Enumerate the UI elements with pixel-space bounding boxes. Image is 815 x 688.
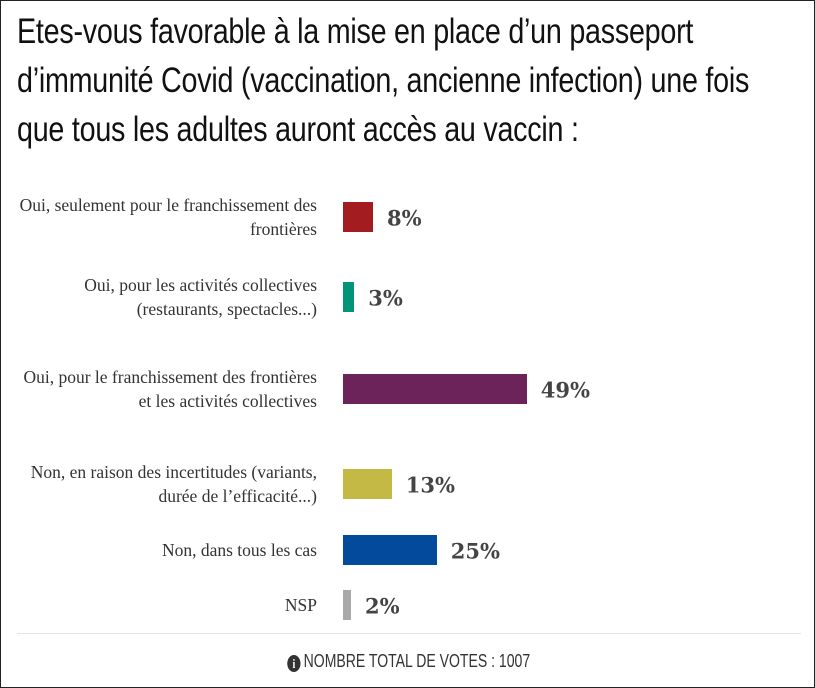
value-label: 8%: [387, 205, 422, 231]
info-icon: i: [287, 655, 301, 672]
divider: [17, 633, 801, 634]
total-votes: NOMBRE TOTAL DE VOTES : 1007: [303, 651, 530, 671]
bar: [343, 282, 355, 312]
value-label: 2%: [365, 593, 400, 619]
bar: [343, 535, 437, 565]
category-label: NSP: [284, 595, 317, 615]
category-label: Oui, seulement pour le franchissement de…: [19, 195, 317, 239]
value-label: 13%: [405, 472, 455, 498]
bar: [343, 590, 351, 620]
bar: [343, 374, 527, 404]
category-label: Non, en raison des incertitudes (variant…: [30, 462, 317, 506]
bar: [343, 469, 392, 499]
bar: [343, 202, 373, 232]
category-label: Oui, pour les activités collectives (res…: [84, 275, 317, 319]
value-label: 3%: [368, 285, 403, 311]
category-label: Oui, pour le franchissement des frontièr…: [23, 367, 317, 411]
chart-title: Etes-vous favorable à la mise en place d…: [17, 12, 750, 149]
title-container: Etes-vous favorable à la mise en place d…: [17, 7, 755, 154]
value-label: 25%: [450, 538, 500, 564]
value-label: 49%: [540, 377, 590, 403]
footer: i NOMBRE TOTAL DE VOTES : 1007: [1, 651, 815, 672]
category-label: Non, dans tous les cas: [161, 540, 317, 560]
